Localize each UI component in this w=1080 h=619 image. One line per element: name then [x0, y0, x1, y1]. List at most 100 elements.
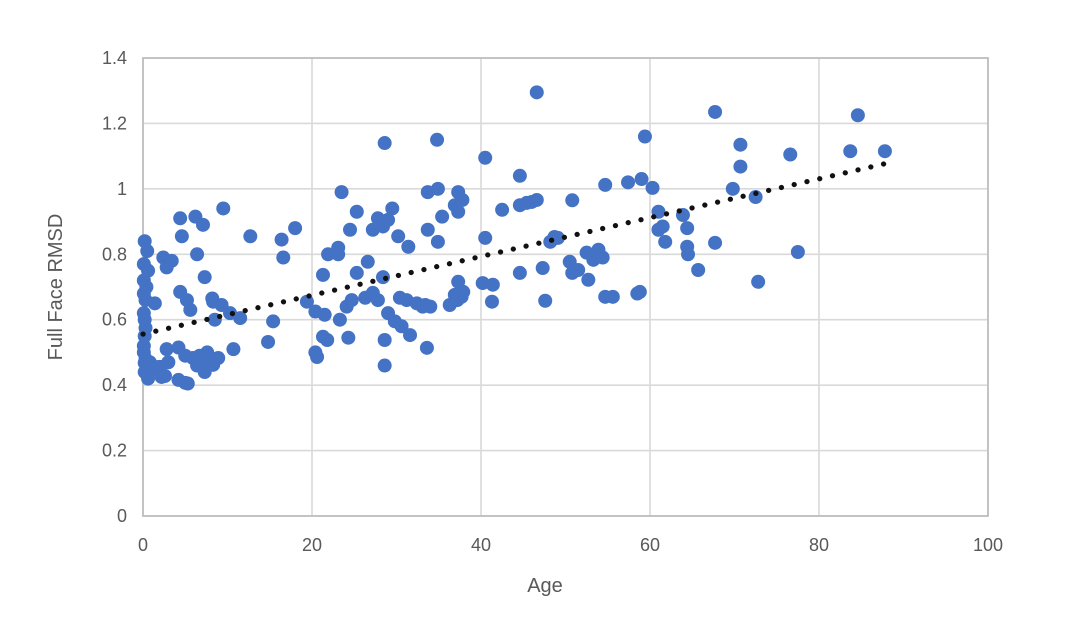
data-point: [147, 296, 162, 311]
data-point: [334, 185, 349, 200]
data-point: [733, 137, 748, 152]
data-point: [790, 244, 805, 259]
data-point: [512, 168, 527, 183]
data-point: [394, 319, 409, 334]
y-tick-label: 0.6: [102, 310, 127, 330]
x-tick-label: 20: [302, 535, 322, 555]
data-point: [595, 250, 610, 265]
x-tick-label: 100: [973, 535, 1003, 555]
data-point: [197, 270, 212, 285]
data-point: [274, 232, 289, 247]
data-point: [419, 340, 434, 355]
data-points: [136, 85, 892, 391]
data-point: [377, 136, 392, 151]
data-point: [157, 368, 172, 383]
data-point: [783, 147, 798, 162]
data-point: [317, 307, 332, 322]
data-point: [180, 376, 195, 391]
data-point: [276, 250, 291, 265]
data-point: [681, 247, 696, 262]
y-tick-label: 0: [117, 506, 127, 526]
x-tick-label: 80: [809, 535, 829, 555]
data-point: [195, 217, 210, 232]
data-point: [733, 159, 748, 174]
data-point: [632, 284, 647, 299]
data-point: [605, 289, 620, 304]
axis-tick-labels: 0 20 40 60 80 100 0 0.2 0.4 0.6 0.8 1 1.2 1.4: [102, 48, 1003, 555]
data-point: [320, 332, 335, 347]
data-point: [360, 254, 375, 269]
data-point: [140, 244, 155, 259]
data-point: [341, 330, 356, 345]
data-point: [655, 219, 670, 234]
x-tick-label: 60: [640, 535, 660, 555]
data-point: [391, 229, 406, 244]
data-point: [299, 294, 314, 309]
data-point: [420, 222, 435, 237]
data-point: [385, 201, 400, 216]
data-point: [243, 229, 258, 244]
data-point: [455, 192, 470, 207]
data-point: [484, 294, 499, 309]
data-point: [748, 190, 763, 205]
data-point: [877, 144, 892, 159]
data-point: [315, 267, 330, 282]
data-point: [637, 129, 652, 144]
data-point: [310, 350, 325, 365]
y-tick-label: 1.4: [102, 48, 127, 68]
data-point: [478, 230, 493, 245]
data-point: [430, 181, 445, 196]
data-point: [216, 201, 231, 216]
data-point: [621, 175, 636, 190]
data-point: [708, 235, 723, 250]
y-axis-title: Full Face RMSD: [45, 214, 67, 361]
data-point: [349, 265, 364, 280]
data-point: [377, 332, 392, 347]
y-tick-label: 1: [117, 179, 127, 199]
data-point: [529, 192, 544, 207]
data-point: [598, 177, 613, 192]
trendline: [140, 160, 890, 337]
data-point: [708, 104, 723, 119]
data-point: [691, 262, 706, 277]
data-point: [349, 204, 364, 219]
data-point: [190, 247, 205, 262]
data-point: [535, 261, 550, 276]
data-point: [581, 272, 596, 287]
data-point: [485, 277, 500, 292]
data-point: [725, 181, 740, 196]
data-point: [430, 234, 445, 249]
dotted-trendline: [140, 160, 890, 337]
data-point: [645, 180, 660, 195]
data-point: [850, 108, 865, 123]
data-point: [332, 312, 347, 327]
data-point: [451, 204, 466, 219]
x-axis-title: Age: [527, 575, 563, 597]
x-tick-label: 0: [138, 535, 148, 555]
data-point: [423, 299, 438, 314]
plot-border: [142, 57, 989, 517]
data-point: [343, 222, 358, 237]
plot-area-border: [142, 57, 989, 517]
data-point: [512, 265, 527, 280]
data-point: [751, 274, 766, 289]
data-point: [571, 262, 586, 277]
data-point: [538, 293, 553, 308]
data-point: [173, 211, 188, 226]
data-point: [435, 209, 450, 224]
data-point: [174, 229, 189, 244]
data-point: [403, 328, 418, 343]
data-point: [478, 150, 493, 165]
x-tick-label: 40: [471, 535, 491, 555]
data-point: [495, 202, 510, 217]
data-point: [211, 350, 226, 365]
data-point: [529, 85, 544, 100]
data-point: [550, 230, 565, 245]
y-tick-label: 0.4: [102, 375, 127, 395]
data-point: [658, 234, 673, 249]
data-point: [266, 314, 281, 329]
data-point: [401, 239, 416, 254]
y-tick-label: 0.8: [102, 244, 127, 264]
data-point: [565, 193, 580, 208]
